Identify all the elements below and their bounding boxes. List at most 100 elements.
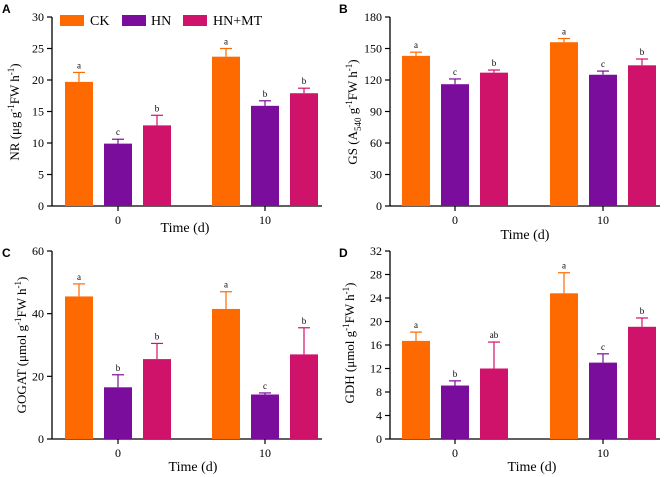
panel-b: B GS (A540 g-1FW h-1) Time (d) 0 30 60 90 12… [339, 2, 660, 243]
significance-label-c: a [77, 272, 81, 282]
bar-c [104, 387, 132, 439]
panel-letter-b: B [339, 2, 348, 16]
bar-d [480, 368, 508, 439]
y-tick-label-a: 25 [32, 42, 44, 56]
y-tick-label-d: 32 [370, 244, 382, 258]
y-tick-label-d: 28 [370, 268, 382, 282]
significance-label-a: b [155, 103, 160, 113]
x-tick-label-b: 0 [452, 213, 458, 227]
bar-b [589, 74, 617, 206]
y-tick-label-b: 0 [376, 199, 382, 213]
significance-label-a: a [224, 37, 228, 47]
y-tick-label-b: 90 [370, 105, 382, 119]
y-tick-label-b: 150 [364, 42, 382, 56]
legend-swatch-ck [60, 15, 84, 26]
significance-label-d: a [562, 261, 566, 271]
x-tick-label-a: 0 [115, 213, 121, 227]
bar-c [212, 308, 240, 439]
significance-label-c: a [224, 280, 228, 290]
x-tick-label-d: 10 [597, 446, 609, 460]
bar-c [65, 296, 93, 439]
plot-area-a: 0 5 10 15 20 25 30 0 10 a a c b b b [32, 10, 322, 227]
bar-a [104, 143, 132, 206]
x-axis-label-c: Time (d) [169, 460, 218, 475]
significance-label-c: b [116, 363, 121, 373]
y-tick-label-d: 12 [370, 362, 382, 376]
y-tick-label-a: 0 [38, 199, 44, 213]
bar-c [290, 354, 318, 439]
significance-label-c: b [155, 331, 160, 341]
significance-label-a: c [116, 127, 120, 137]
y-tick-label-c: 40 [32, 307, 44, 321]
significance-label-d: b [453, 369, 458, 379]
bar-b [441, 84, 469, 206]
significance-label-d: c [601, 342, 605, 352]
y-tick-label-c: 20 [32, 369, 44, 383]
y-tick-label-c: 60 [32, 244, 44, 258]
y-tick-label-b: 120 [364, 73, 382, 87]
significance-label-b: b [492, 58, 497, 68]
y-tick-label-a: 15 [32, 105, 44, 119]
y-tick-label-b: 30 [370, 168, 382, 182]
plot-area-b: 0 30 60 90 120 150 180 0 10 a a c c b b [364, 10, 660, 227]
significance-label-b: a [562, 27, 566, 37]
bar-d [441, 385, 469, 439]
significance-label-d: b [640, 306, 645, 316]
significance-label-a: a [77, 60, 81, 70]
panel-letter-a: A [2, 2, 11, 16]
x-axis-label-a: Time (d) [161, 221, 210, 236]
significance-label-a: b [263, 89, 268, 99]
y-axis-label-d: GDH (μmol g-1FW h-1) [341, 282, 357, 403]
significance-label-d: ab [490, 330, 499, 340]
y-tick-label-d: 24 [370, 291, 382, 305]
bar-b [550, 42, 578, 207]
bar-a [65, 81, 93, 206]
significance-label-b: c [601, 59, 605, 69]
bar-c [143, 359, 171, 439]
y-tick-label-d: 20 [370, 315, 382, 329]
significance-label-d: a [414, 320, 418, 330]
x-tick-label-c: 10 [259, 446, 271, 460]
bar-a [290, 93, 318, 206]
y-axis-label-a: NR (μg g-1FW h-1) [6, 63, 22, 160]
bar-d [550, 293, 578, 439]
panel-c: C GOGAT (μmol g-1FW h-1) Time (d) 0 20 40 6… [2, 244, 322, 475]
bar-b [402, 55, 430, 206]
y-tick-label-a: 10 [32, 136, 44, 150]
x-tick-label-b: 10 [597, 213, 609, 227]
y-tick-label-a: 30 [32, 10, 44, 24]
significance-label-c: b [302, 316, 307, 326]
legend-swatch-hn [122, 15, 146, 26]
panel-letter-d: D [339, 246, 348, 260]
y-axis-label-b: GS (A540 g-1FW h-1) [344, 59, 363, 164]
y-tick-label-a: 20 [32, 73, 44, 87]
significance-label-b: a [414, 40, 418, 50]
y-tick-label-d: 8 [376, 385, 382, 399]
significance-label-c: c [263, 381, 267, 391]
plot-area-c: 0 20 40 60 0 10 a a b c b b [32, 244, 322, 460]
y-tick-label-c: 0 [38, 432, 44, 446]
y-axis-label-c: GOGAT (μmol g-1FW h-1) [13, 277, 29, 414]
significance-label-b: c [453, 67, 457, 77]
panel-letter-c: C [2, 246, 11, 260]
legend-label-ck: CK [90, 14, 109, 29]
significance-label-a: b [302, 76, 307, 86]
bar-c [251, 394, 279, 439]
legend-label-hn: HN [151, 14, 171, 29]
y-tick-label-d: 0 [376, 432, 382, 446]
panel-a: A NR (μg g-1FW h-1) Time (d) 0 5 10 15 20 25 3… [2, 2, 322, 236]
bar-d [628, 326, 656, 439]
x-axis-label-b: Time (d) [501, 228, 550, 243]
y-tick-label-a: 5 [38, 168, 44, 182]
bar-a [212, 56, 240, 206]
y-tick-label-b: 180 [364, 10, 382, 24]
bar-a [251, 105, 279, 206]
bar-a [143, 125, 171, 206]
legend: CK HN HN+MT [60, 14, 263, 29]
x-tick-label-c: 0 [115, 446, 121, 460]
legend-swatch-hnmt [183, 15, 207, 26]
y-tick-label-b: 60 [370, 136, 382, 150]
y-tick-label-d: 4 [376, 409, 382, 423]
